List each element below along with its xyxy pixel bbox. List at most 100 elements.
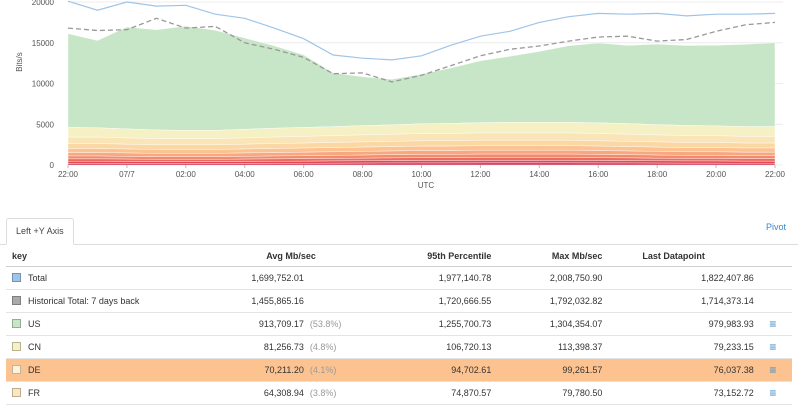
row-menu-icon[interactable]: ≡ [769, 363, 777, 377]
row-key-cell: FR [6, 381, 148, 405]
row-menu-cell: ≡ [753, 335, 792, 359]
x-tick-label: 20:00 [706, 170, 727, 179]
row-key-cell: DE [6, 358, 148, 382]
row-key-cell: Historical Total: 7 days back [6, 289, 148, 313]
row-avg-percent: (4.1%) [309, 365, 337, 375]
row-last-value: 73,152.72 [602, 381, 754, 405]
row-last-value: 1,714,373.14 [602, 289, 754, 313]
legend-table: key Avg Mb/sec 95th Percentile Max Mb/se… [6, 245, 792, 405]
series-color-swatch [12, 365, 21, 374]
row-max-value: 1,304,354.07 [491, 312, 603, 336]
line-historical-total-7-days-back[interactable] [67, 17, 776, 83]
row-menu-icon[interactable]: ≡ [769, 386, 777, 400]
row-key-label: DE [28, 365, 41, 375]
row-menu-icon[interactable]: ≡ [769, 340, 777, 354]
x-tick-label: 02:00 [176, 170, 197, 179]
row-key-label: Historical Total: 7 days back [28, 296, 140, 306]
header-avg[interactable]: Avg Mb/sec [147, 245, 350, 267]
y-axis-ticks: 0 5000 10000 15000 20000 [32, 0, 55, 170]
area-us[interactable] [67, 25, 776, 131]
row-avg-value: 64,308.94 [263, 388, 304, 398]
x-tick-label: 14:00 [529, 170, 550, 179]
header-menu [753, 245, 792, 267]
row-key-cell: US [6, 312, 148, 336]
table-row[interactable]: CN 81,256.73 (4.8%) 106,720.13 113,398.37 79,… [6, 335, 792, 359]
row-avg-cell: 64,308.94 (3.8%) [147, 381, 350, 405]
x-axis-label: UTC [418, 181, 435, 190]
row-last-value: 76,037.38 [602, 358, 754, 382]
chart-lines [67, 0, 776, 83]
x-tick-label: 12:00 [470, 170, 491, 179]
header-max[interactable]: Max Mb/sec [491, 245, 603, 267]
table-row[interactable]: US 913,709.17 (53.8%) 1,255,700.73 1,304,354… [6, 312, 792, 336]
header-key[interactable]: key [6, 245, 148, 267]
series-color-swatch [12, 319, 21, 328]
x-tick-label: 18:00 [647, 170, 668, 179]
tab-left-y-axis[interactable]: Left +Y Axis [6, 218, 74, 245]
x-tick-label: 22:00 [58, 170, 79, 179]
row-key-label: Total [28, 273, 48, 283]
table-header-row: key Avg Mb/sec 95th Percentile Max Mb/se… [6, 245, 792, 267]
row-avg-value: 913,709.17 [258, 319, 304, 329]
row-avg-percent: (3.8%) [309, 388, 337, 398]
row-menu-cell: ≡ [753, 312, 792, 336]
row-max-value: 113,398.37 [491, 335, 603, 359]
row-key-cell: CN [6, 335, 148, 359]
row-max-value: 1,792,032.82 [491, 289, 603, 313]
row-avg-value: 1,455,865.16 [251, 296, 304, 306]
table-row[interactable]: FR 64,308.94 (3.8%) 74,870.57 79,780.50 73,15… [6, 381, 792, 405]
row-avg-cell: 81,256.73 (4.8%) [147, 335, 350, 359]
row-avg-cell: 913,709.17 (53.8%) [147, 312, 350, 336]
row-avg-cell: 1,699,752.01 [147, 266, 350, 290]
row-p95-value: 94,702.61 [349, 358, 492, 382]
row-menu-cell [753, 266, 792, 290]
pivot-link[interactable]: Pivot [765, 222, 786, 232]
row-p95-value: 106,720.13 [349, 335, 492, 359]
y-tick-label: 0 [50, 161, 55, 170]
series-color-swatch [12, 388, 21, 397]
header-p95[interactable]: 95th Percentile [349, 245, 492, 267]
row-last-value: 79,233.15 [602, 335, 754, 359]
tab-bar: Left +Y Axis Pivot [0, 218, 798, 245]
y-tick-label: 10000 [32, 80, 55, 89]
row-max-value: 2,008,750.90 [491, 266, 603, 290]
y-tick-label: 15000 [32, 39, 55, 48]
line-total[interactable] [67, 0, 776, 61]
table-row[interactable]: Total 1,699,752.01 1,977,140.78 2,008,750.9… [6, 266, 792, 290]
x-tick-label: 08:00 [353, 170, 374, 179]
row-menu-icon[interactable]: ≡ [769, 317, 777, 331]
row-avg-value: 81,256.73 [263, 342, 304, 352]
row-p95-value: 74,870.57 [349, 381, 492, 405]
row-avg-value: 70,211.20 [264, 365, 304, 375]
x-tick-label: 06:00 [294, 170, 315, 179]
row-last-value: 979,983.93 [602, 312, 754, 336]
row-avg-value: 1,699,752.01 [251, 273, 304, 283]
y-tick-label: 5000 [36, 120, 54, 129]
header-last[interactable]: Last Datapoint [602, 245, 754, 267]
y-tick-label: 20000 [32, 0, 55, 7]
x-tick-label: 04:00 [235, 170, 256, 179]
x-axis-ticks: 22:00 07/7 02:00 04:00 06:00 08:00 10:00 12:00 1… [58, 165, 786, 179]
series-color-swatch [12, 342, 21, 351]
traffic-chart: 0 5000 10000 15000 20000 22:00 07/7 02:00 04:00… [15, 0, 786, 190]
row-max-value: 99,261.57 [491, 358, 603, 382]
row-avg-cell: 1,455,865.16 [147, 289, 350, 313]
table-row[interactable]: Historical Total: 7 days back 1,455,865.1… [6, 289, 792, 313]
series-color-swatch [12, 296, 21, 305]
row-menu-cell: ≡ [753, 358, 792, 382]
row-key-label: CN [28, 342, 41, 352]
row-avg-cell: 70,211.20 (4.1%) [147, 358, 350, 382]
row-last-value: 1,822,407.86 [602, 266, 754, 290]
x-tick-label: 07/7 [119, 170, 135, 179]
table-row[interactable]: DE 70,211.20 (4.1%) 94,702.61 99,261.57 76,03… [6, 358, 792, 382]
row-menu-cell [753, 289, 792, 313]
row-p95-value: 1,977,140.78 [349, 266, 492, 290]
y-axis-label: Bits/s [15, 52, 24, 72]
series-color-swatch [12, 273, 21, 282]
row-p95-value: 1,720,666.55 [349, 289, 492, 313]
row-key-cell: Total [6, 266, 148, 290]
row-avg-percent: (4.8%) [309, 342, 337, 352]
row-menu-cell: ≡ [753, 381, 792, 405]
x-tick-label: 16:00 [588, 170, 609, 179]
row-avg-percent: (53.8%) [309, 319, 342, 329]
